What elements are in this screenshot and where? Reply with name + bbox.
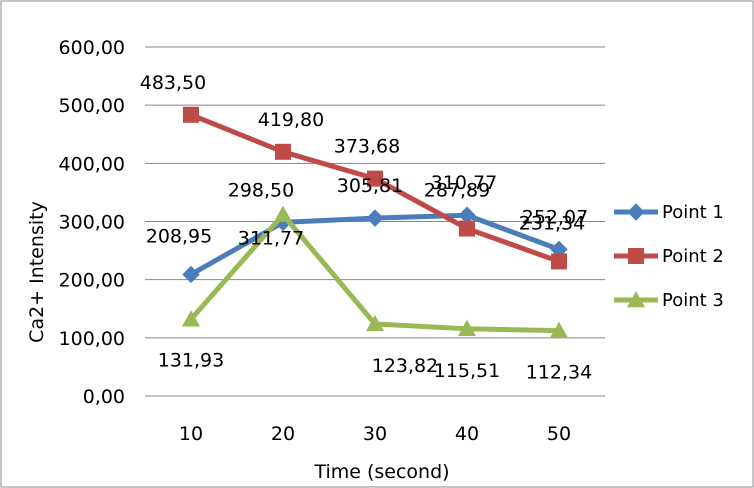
x-tick-label: 20	[271, 423, 295, 445]
legend-marker	[628, 248, 644, 264]
series-1-marker	[366, 209, 384, 227]
y-tick-label: 300,00	[59, 212, 125, 234]
data-label: 115,51	[434, 360, 500, 382]
x-axis-ticks: 10 20 30 40 50	[179, 423, 571, 445]
series-1-marker	[182, 265, 200, 284]
data-label: 305,81	[337, 175, 403, 197]
x-tick-label: 40	[455, 423, 479, 445]
series-layer	[182, 106, 568, 338]
y-tick-label: 500,00	[59, 95, 125, 117]
data-label: 310,77	[431, 172, 497, 194]
legend-label: Point 2	[662, 246, 724, 267]
legend-marker	[627, 291, 645, 308]
data-label: 252,07	[522, 206, 588, 228]
series-3-marker	[182, 310, 200, 327]
series-3-marker	[366, 314, 384, 332]
data-label: 123,82	[372, 355, 438, 377]
x-axis-title: Time (second)	[313, 461, 449, 483]
legend: Point 1 Point 2 Point 3	[614, 202, 724, 311]
y-tick-label: 400,00	[59, 153, 125, 175]
y-tick-label: 600,00	[59, 37, 125, 59]
data-label: 208,95	[146, 225, 212, 247]
data-label: 311,77	[238, 228, 304, 250]
data-label: 373,68	[334, 136, 400, 158]
data-label: 112,34	[526, 362, 592, 384]
x-tick-label: 50	[547, 423, 571, 445]
y-tick-label: 200,00	[59, 270, 125, 292]
gridlines	[145, 46, 605, 397]
legend-label: Point 3	[662, 290, 724, 311]
y-tick-label: 0,00	[83, 386, 125, 408]
y-tick-label: 100,00	[59, 328, 125, 350]
x-tick-label: 10	[179, 423, 203, 445]
data-label: 131,93	[158, 349, 224, 371]
series-2-marker	[275, 143, 291, 160]
series-3-marker	[458, 319, 476, 337]
legend-marker	[627, 203, 645, 221]
data-label: 483,50	[140, 72, 206, 94]
legend-label: Point 1	[662, 202, 724, 223]
data-labels: 208,95 298,50 305,81 310,77 252,07 483,50 419,…	[140, 72, 592, 384]
series-2-marker	[459, 220, 475, 237]
series-2-marker	[551, 253, 567, 270]
series-3-marker	[274, 205, 292, 222]
data-label: 231,34	[519, 212, 585, 234]
series-3-marker	[550, 321, 568, 338]
y-axis-ticks: 0,00 100,00 200,00 300,00 400,00 500,00 600,00	[59, 37, 125, 408]
data-label: 287,89	[424, 180, 490, 202]
series-2-marker	[367, 170, 383, 187]
series-2-marker	[183, 106, 199, 123]
data-label: 419,80	[258, 109, 324, 131]
x-tick-label: 30	[363, 423, 387, 445]
y-axis-title: Ca2+ Intensity	[26, 201, 48, 343]
data-label: 298,50	[228, 179, 294, 201]
